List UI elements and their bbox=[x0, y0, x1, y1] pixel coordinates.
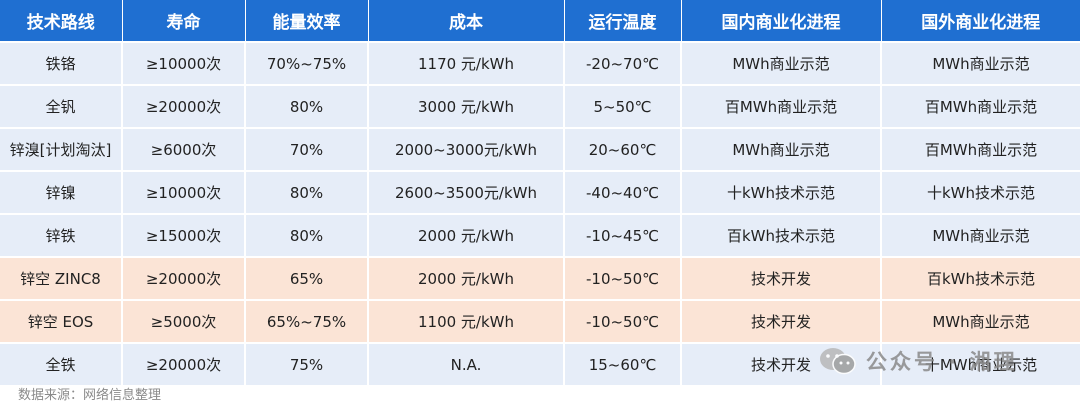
comparison-table: 技术路线 寿命 能量效率 成本 运行温度 国内商业化进程 国外商业化进程 铁铬 ≥… bbox=[0, 0, 1080, 387]
cell-foreign-progress: 百MWh商业示范 bbox=[881, 85, 1080, 129]
cell-cost: 1100 元/kWh bbox=[368, 300, 565, 344]
cell-lifespan: ≥20000次 bbox=[122, 257, 246, 301]
header-lifespan: 寿命 bbox=[122, 0, 246, 43]
cell-tech-route: 铁铬 bbox=[0, 42, 123, 86]
table-row: 锌空 ZINC8 ≥20000次 65% 2000 元/kWh -10~50℃ 技术开发百… bbox=[0, 257, 1080, 301]
table-row: 锌镍 ≥10000次 80% 2600~3500元/kWh -40~40℃ 十kWh技术示… bbox=[0, 171, 1080, 215]
table-row: 全钒 ≥20000次 80% 3000 元/kWh 5~50℃ 百MWh商业示范 百MWh商… bbox=[0, 85, 1080, 129]
cell-lifespan: ≥15000次 bbox=[122, 214, 246, 258]
cell-lifespan: ≥5000次 bbox=[122, 300, 246, 344]
cell-domestic-progress: 十kWh技术示范 bbox=[681, 171, 882, 215]
cell-cost: 2600~3500元/kWh bbox=[368, 171, 565, 215]
cell-cost: 2000~3000元/kWh bbox=[368, 128, 565, 172]
cell-temperature: -10~50℃ bbox=[564, 257, 682, 301]
cell-domestic-progress: MWh商业示范 bbox=[681, 128, 882, 172]
table-row: 锌空 EOS ≥5000次 65%~75% 1100 元/kWh -10~50℃ 技术开发… bbox=[0, 300, 1080, 344]
cell-temperature: 20~60℃ bbox=[564, 128, 682, 172]
cell-efficiency: 75% bbox=[245, 343, 369, 387]
cell-foreign-progress: MWh商业示范 bbox=[881, 300, 1080, 344]
cell-lifespan: ≥20000次 bbox=[122, 343, 246, 387]
cell-temperature: 5~50℃ bbox=[564, 85, 682, 129]
source-note: 数据来源：网络信息整理 bbox=[18, 388, 162, 403]
cell-foreign-progress: 十kWh技术示范 bbox=[881, 171, 1080, 215]
cell-cost: N.A. bbox=[368, 343, 565, 387]
cell-foreign-progress: 十MWh商业示范 bbox=[881, 343, 1080, 387]
cell-tech-route: 锌铁 bbox=[0, 214, 123, 258]
cell-foreign-progress: MWh商业示范 bbox=[881, 42, 1080, 86]
cell-efficiency: 80% bbox=[245, 171, 369, 215]
header-efficiency: 能量效率 bbox=[245, 0, 369, 43]
cell-cost: 2000 元/kWh bbox=[368, 257, 565, 301]
table-row: 锌溴[计划淘汰] ≥6000次 70% 2000~3000元/kWh 20~60℃ MWh… bbox=[0, 128, 1080, 172]
cell-efficiency: 65%~75% bbox=[245, 300, 369, 344]
cell-cost: 3000 元/kWh bbox=[368, 85, 565, 129]
header-domestic-progress: 国内商业化进程 bbox=[681, 0, 882, 43]
cell-foreign-progress: 百kWh技术示范 bbox=[881, 257, 1080, 301]
cell-foreign-progress: MWh商业示范 bbox=[881, 214, 1080, 258]
header-cost: 成本 bbox=[368, 0, 565, 43]
cell-tech-route: 锌空 EOS bbox=[0, 300, 123, 344]
cell-tech-route: 锌镍 bbox=[0, 171, 123, 215]
watermark-text: 公众号 · 湘理 bbox=[866, 350, 1018, 374]
table-header-row: 技术路线 寿命 能量效率 成本 运行温度 国内商业化进程 国外商业化进程 bbox=[0, 0, 1080, 43]
cell-lifespan: ≥20000次 bbox=[122, 85, 246, 129]
cell-lifespan: ≥10000次 bbox=[122, 42, 246, 86]
cell-temperature: 15~60℃ bbox=[564, 343, 682, 387]
wechat-icon bbox=[820, 348, 856, 375]
cell-domestic-progress: 技术开发 bbox=[681, 300, 882, 344]
cell-domestic-progress: 技术开发 bbox=[681, 257, 882, 301]
header-tech-route: 技术路线 bbox=[0, 0, 123, 43]
cell-temperature: -10~50℃ bbox=[564, 300, 682, 344]
cell-efficiency: 65% bbox=[245, 257, 369, 301]
cell-cost: 1170 元/kWh bbox=[368, 42, 565, 86]
header-temperature: 运行温度 bbox=[564, 0, 682, 43]
cell-lifespan: ≥6000次 bbox=[122, 128, 246, 172]
table-row: 铁铬 ≥10000次 70%~75% 1170 元/kWh -20~70℃ MWh商业示范… bbox=[0, 42, 1080, 86]
table-row: 全铁 ≥20000次 75% N.A. 15~60℃ 技术开发 十MWh商业示范 bbox=[0, 343, 1080, 387]
cell-efficiency: 80% bbox=[245, 214, 369, 258]
cell-tech-route: 锌溴[计划淘汰] bbox=[0, 128, 123, 172]
cell-foreign-progress: 百MWh商业示范 bbox=[881, 128, 1080, 172]
cell-efficiency: 70% bbox=[245, 128, 369, 172]
cell-lifespan: ≥10000次 bbox=[122, 171, 246, 215]
cell-efficiency: 70%~75% bbox=[245, 42, 369, 86]
cell-temperature: -40~40℃ bbox=[564, 171, 682, 215]
cell-tech-route: 全铁 bbox=[0, 343, 123, 387]
cell-tech-route: 全钒 bbox=[0, 85, 123, 129]
cell-cost: 2000 元/kWh bbox=[368, 214, 565, 258]
cell-efficiency: 80% bbox=[245, 85, 369, 129]
watermark: 公众号 · 湘理 bbox=[818, 346, 1018, 376]
cell-domestic-progress: MWh商业示范 bbox=[681, 42, 882, 86]
cell-temperature: -10~45℃ bbox=[564, 214, 682, 258]
header-foreign-progress: 国外商业化进程 bbox=[881, 0, 1080, 43]
cell-domestic-progress: 百MWh商业示范 bbox=[681, 85, 882, 129]
cell-domestic-progress: 百kWh技术示范 bbox=[681, 214, 882, 258]
cell-tech-route: 锌空 ZINC8 bbox=[0, 257, 123, 301]
cell-temperature: -20~70℃ bbox=[564, 42, 682, 86]
table-row: 锌铁 ≥15000次 80% 2000 元/kWh -10~45℃ 百kWh技术示范 MWh… bbox=[0, 214, 1080, 258]
